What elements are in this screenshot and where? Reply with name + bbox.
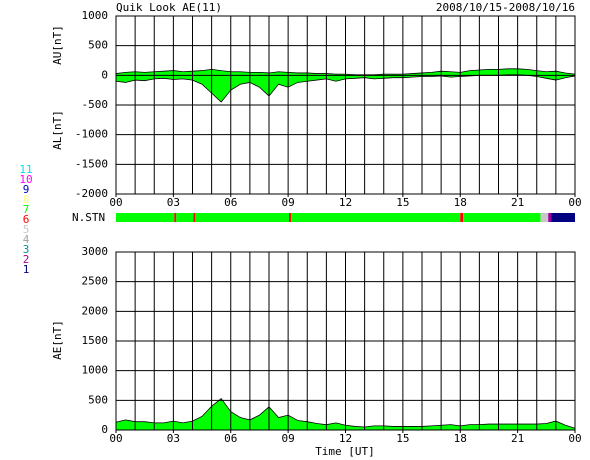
x-tick-label: 09: [282, 432, 295, 445]
y-tick-label: 0: [101, 423, 108, 436]
date-range: 2008/10/15-2008/10/16: [436, 1, 575, 14]
y-tick-label: 500: [88, 393, 108, 406]
legend-label: 1: [23, 263, 30, 276]
x-tick-label: 12: [339, 432, 352, 445]
x-label: Time [UT]: [315, 445, 375, 458]
station-segment: [463, 213, 541, 222]
legend-label: 10: [19, 173, 32, 186]
station-segment: [460, 213, 464, 222]
legend-label: 6: [23, 213, 30, 226]
y-tick-label: 1500: [82, 334, 109, 347]
strip-label: N.STN: [72, 211, 105, 224]
y-tick-label: 2000: [82, 304, 109, 317]
x-tick-label: 00: [568, 196, 581, 209]
legend-label: 11: [19, 163, 32, 176]
legend-label: 8: [23, 193, 30, 206]
legend-label: 2: [23, 253, 30, 266]
y-tick-label: 1000: [82, 9, 109, 22]
station-segment: [116, 213, 175, 222]
legend-label: 4: [23, 233, 30, 246]
y-tick-label: -500: [82, 98, 109, 111]
station-segment: [548, 213, 552, 222]
y-tick-label: -1500: [75, 157, 108, 170]
x-tick-label: 21: [511, 432, 524, 445]
y-tick-label: 0: [101, 68, 108, 81]
x-tick-label: 09: [282, 196, 295, 209]
y-tick-label: -2000: [75, 187, 108, 200]
station-segment: [289, 213, 291, 222]
x-tick-label: 12: [339, 196, 352, 209]
legend-label: 7: [23, 203, 30, 216]
y-tick-label: 1000: [82, 364, 109, 377]
x-tick-label: 03: [167, 432, 180, 445]
x-tick-label: 21: [511, 196, 524, 209]
x-tick-label: 18: [454, 432, 467, 445]
station-segment: [290, 213, 461, 222]
chart-title: Quik Look AE(11): [116, 1, 222, 14]
x-tick-label: 06: [224, 432, 237, 445]
station-segment: [551, 213, 575, 222]
station-segment: [195, 213, 290, 222]
x-tick-label: 00: [109, 196, 122, 209]
y-label: AE[nT]: [51, 320, 64, 360]
y-tick-label: 500: [88, 39, 108, 52]
station-segment: [176, 213, 194, 222]
x-tick-label: 15: [396, 432, 409, 445]
y-tick-label: -1000: [75, 128, 108, 141]
legend-label: 9: [23, 183, 30, 196]
plot-frame: [115, 251, 576, 431]
x-tick-label: 15: [396, 196, 409, 209]
y-tick-label: 3000: [82, 245, 109, 258]
x-tick-label: 00: [568, 432, 581, 445]
plot-frame: [115, 15, 576, 195]
legend-label: 5: [23, 223, 30, 236]
x-tick-label: 03: [167, 196, 180, 209]
legend-label: 3: [23, 243, 30, 256]
y-label: AU[nT]: [51, 25, 64, 65]
x-tick-label: 06: [224, 196, 237, 209]
y-tick-label: 2500: [82, 275, 109, 288]
station-segment: [540, 213, 549, 222]
x-tick-label: 00: [109, 432, 122, 445]
y-label: AL[nT]: [51, 110, 64, 150]
station-segment: [193, 213, 196, 222]
x-tick-label: 18: [454, 196, 467, 209]
station-segment: [174, 213, 177, 222]
